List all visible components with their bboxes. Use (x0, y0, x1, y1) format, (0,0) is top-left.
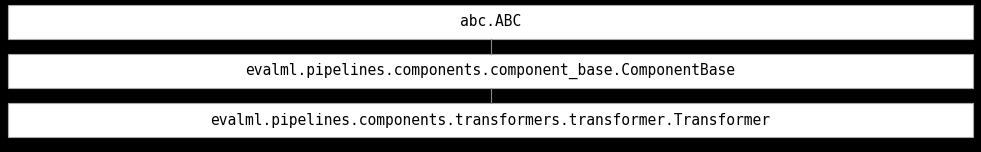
Text: evalml.pipelines.components.transformers.transformer.Transformer: evalml.pipelines.components.transformers… (211, 112, 770, 128)
Bar (8, 5, 973, 39)
Bar (8, 54, 973, 88)
Text: evalml.pipelines.components.component_base.ComponentBase: evalml.pipelines.components.component_ba… (245, 63, 736, 79)
Bar (8, 103, 973, 137)
Text: abc.ABC: abc.ABC (460, 14, 521, 29)
